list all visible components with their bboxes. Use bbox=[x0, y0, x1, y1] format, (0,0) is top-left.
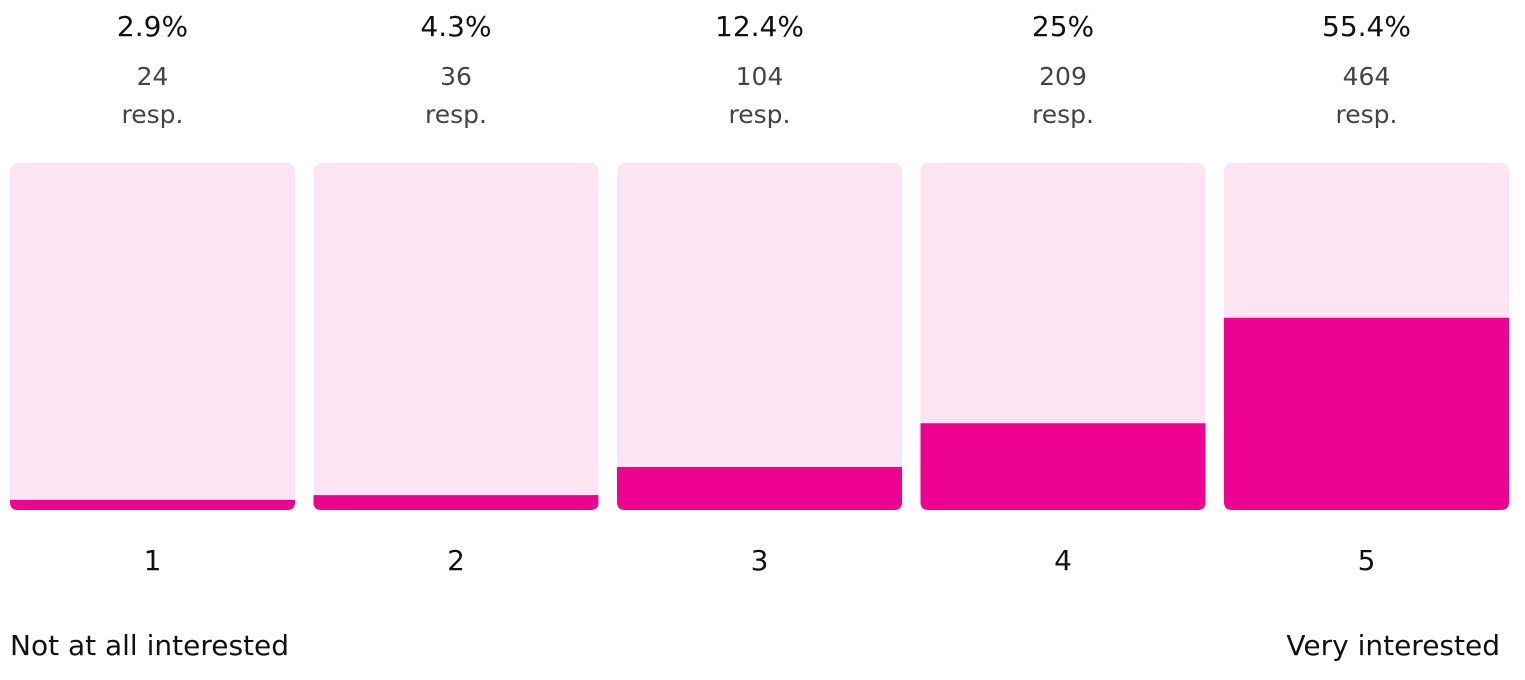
response-count: 464 bbox=[1343, 62, 1391, 91]
percent-label: 25% bbox=[1032, 10, 1094, 43]
response-count: 24 bbox=[137, 62, 169, 91]
category-label: 1 bbox=[144, 544, 162, 577]
response-count: 209 bbox=[1039, 62, 1087, 91]
bar-track bbox=[617, 163, 902, 510]
response-count: 36 bbox=[440, 62, 472, 91]
response-count: 104 bbox=[736, 62, 784, 91]
category-label: 2 bbox=[447, 544, 465, 577]
bar bbox=[920, 423, 1206, 510]
scale-high-label: Very interested bbox=[1286, 629, 1500, 662]
scale-low-label: Not at all interested bbox=[10, 629, 289, 662]
bar-track bbox=[313, 163, 599, 510]
percent-label: 4.3% bbox=[420, 10, 491, 43]
response-unit: resp. bbox=[425, 100, 487, 129]
percent-label: 55.4% bbox=[1322, 10, 1411, 43]
category-label: 4 bbox=[1054, 544, 1072, 577]
bar bbox=[313, 495, 599, 510]
response-unit: resp. bbox=[1336, 100, 1398, 129]
category-label: 3 bbox=[751, 544, 769, 577]
bar bbox=[10, 499, 295, 510]
response-unit: resp. bbox=[1032, 100, 1094, 129]
bar bbox=[1224, 317, 1509, 510]
bar bbox=[617, 466, 902, 510]
bar-track bbox=[10, 163, 295, 510]
response-unit: resp. bbox=[729, 100, 791, 129]
category-label: 5 bbox=[1358, 544, 1376, 577]
percent-label: 2.9% bbox=[117, 10, 188, 43]
percent-label: 12.4% bbox=[715, 10, 804, 43]
response-unit: resp. bbox=[122, 100, 184, 129]
